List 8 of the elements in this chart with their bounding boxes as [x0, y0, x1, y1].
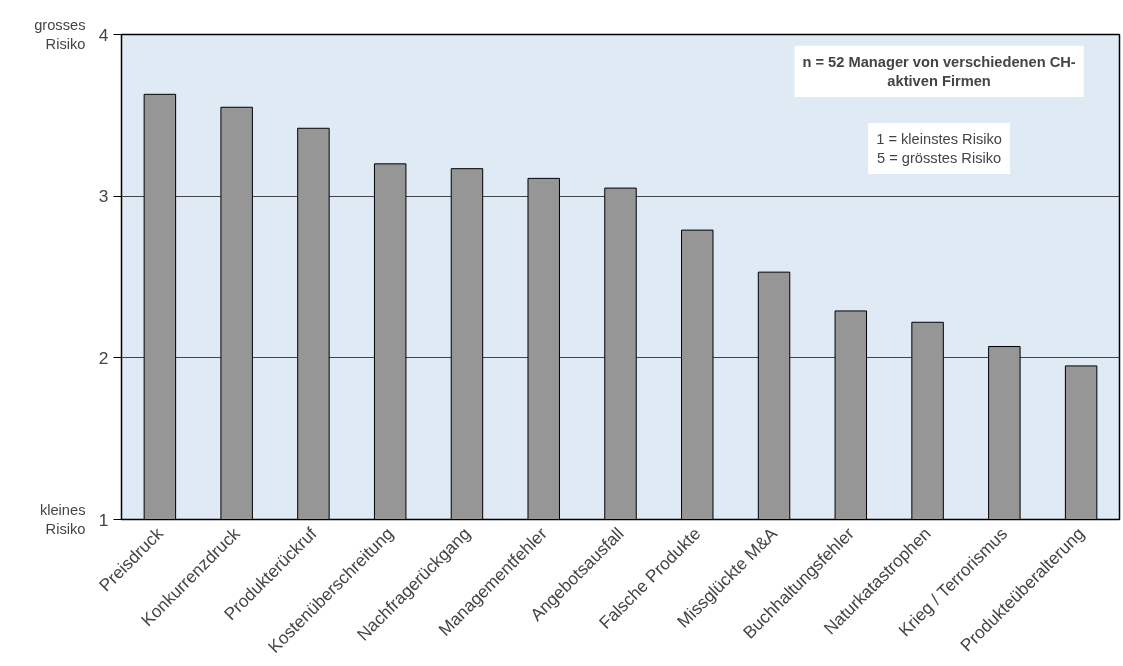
annotation: n = 52 Manager von verschiedenen CH- aktiven Firmen [802, 53, 1076, 90]
y-tick-label: 2 [98, 347, 109, 368]
text: kleines Risiko [39, 501, 86, 538]
y-tick-label: 3 [98, 186, 109, 207]
text: grosses Risiko [34, 16, 86, 53]
annotation: 1 = kleinstes Risiko 5 = grösstes Risiko [876, 130, 1003, 167]
y-tick-label: 1 [98, 509, 109, 530]
y-tick-label: 4 [98, 24, 109, 45]
